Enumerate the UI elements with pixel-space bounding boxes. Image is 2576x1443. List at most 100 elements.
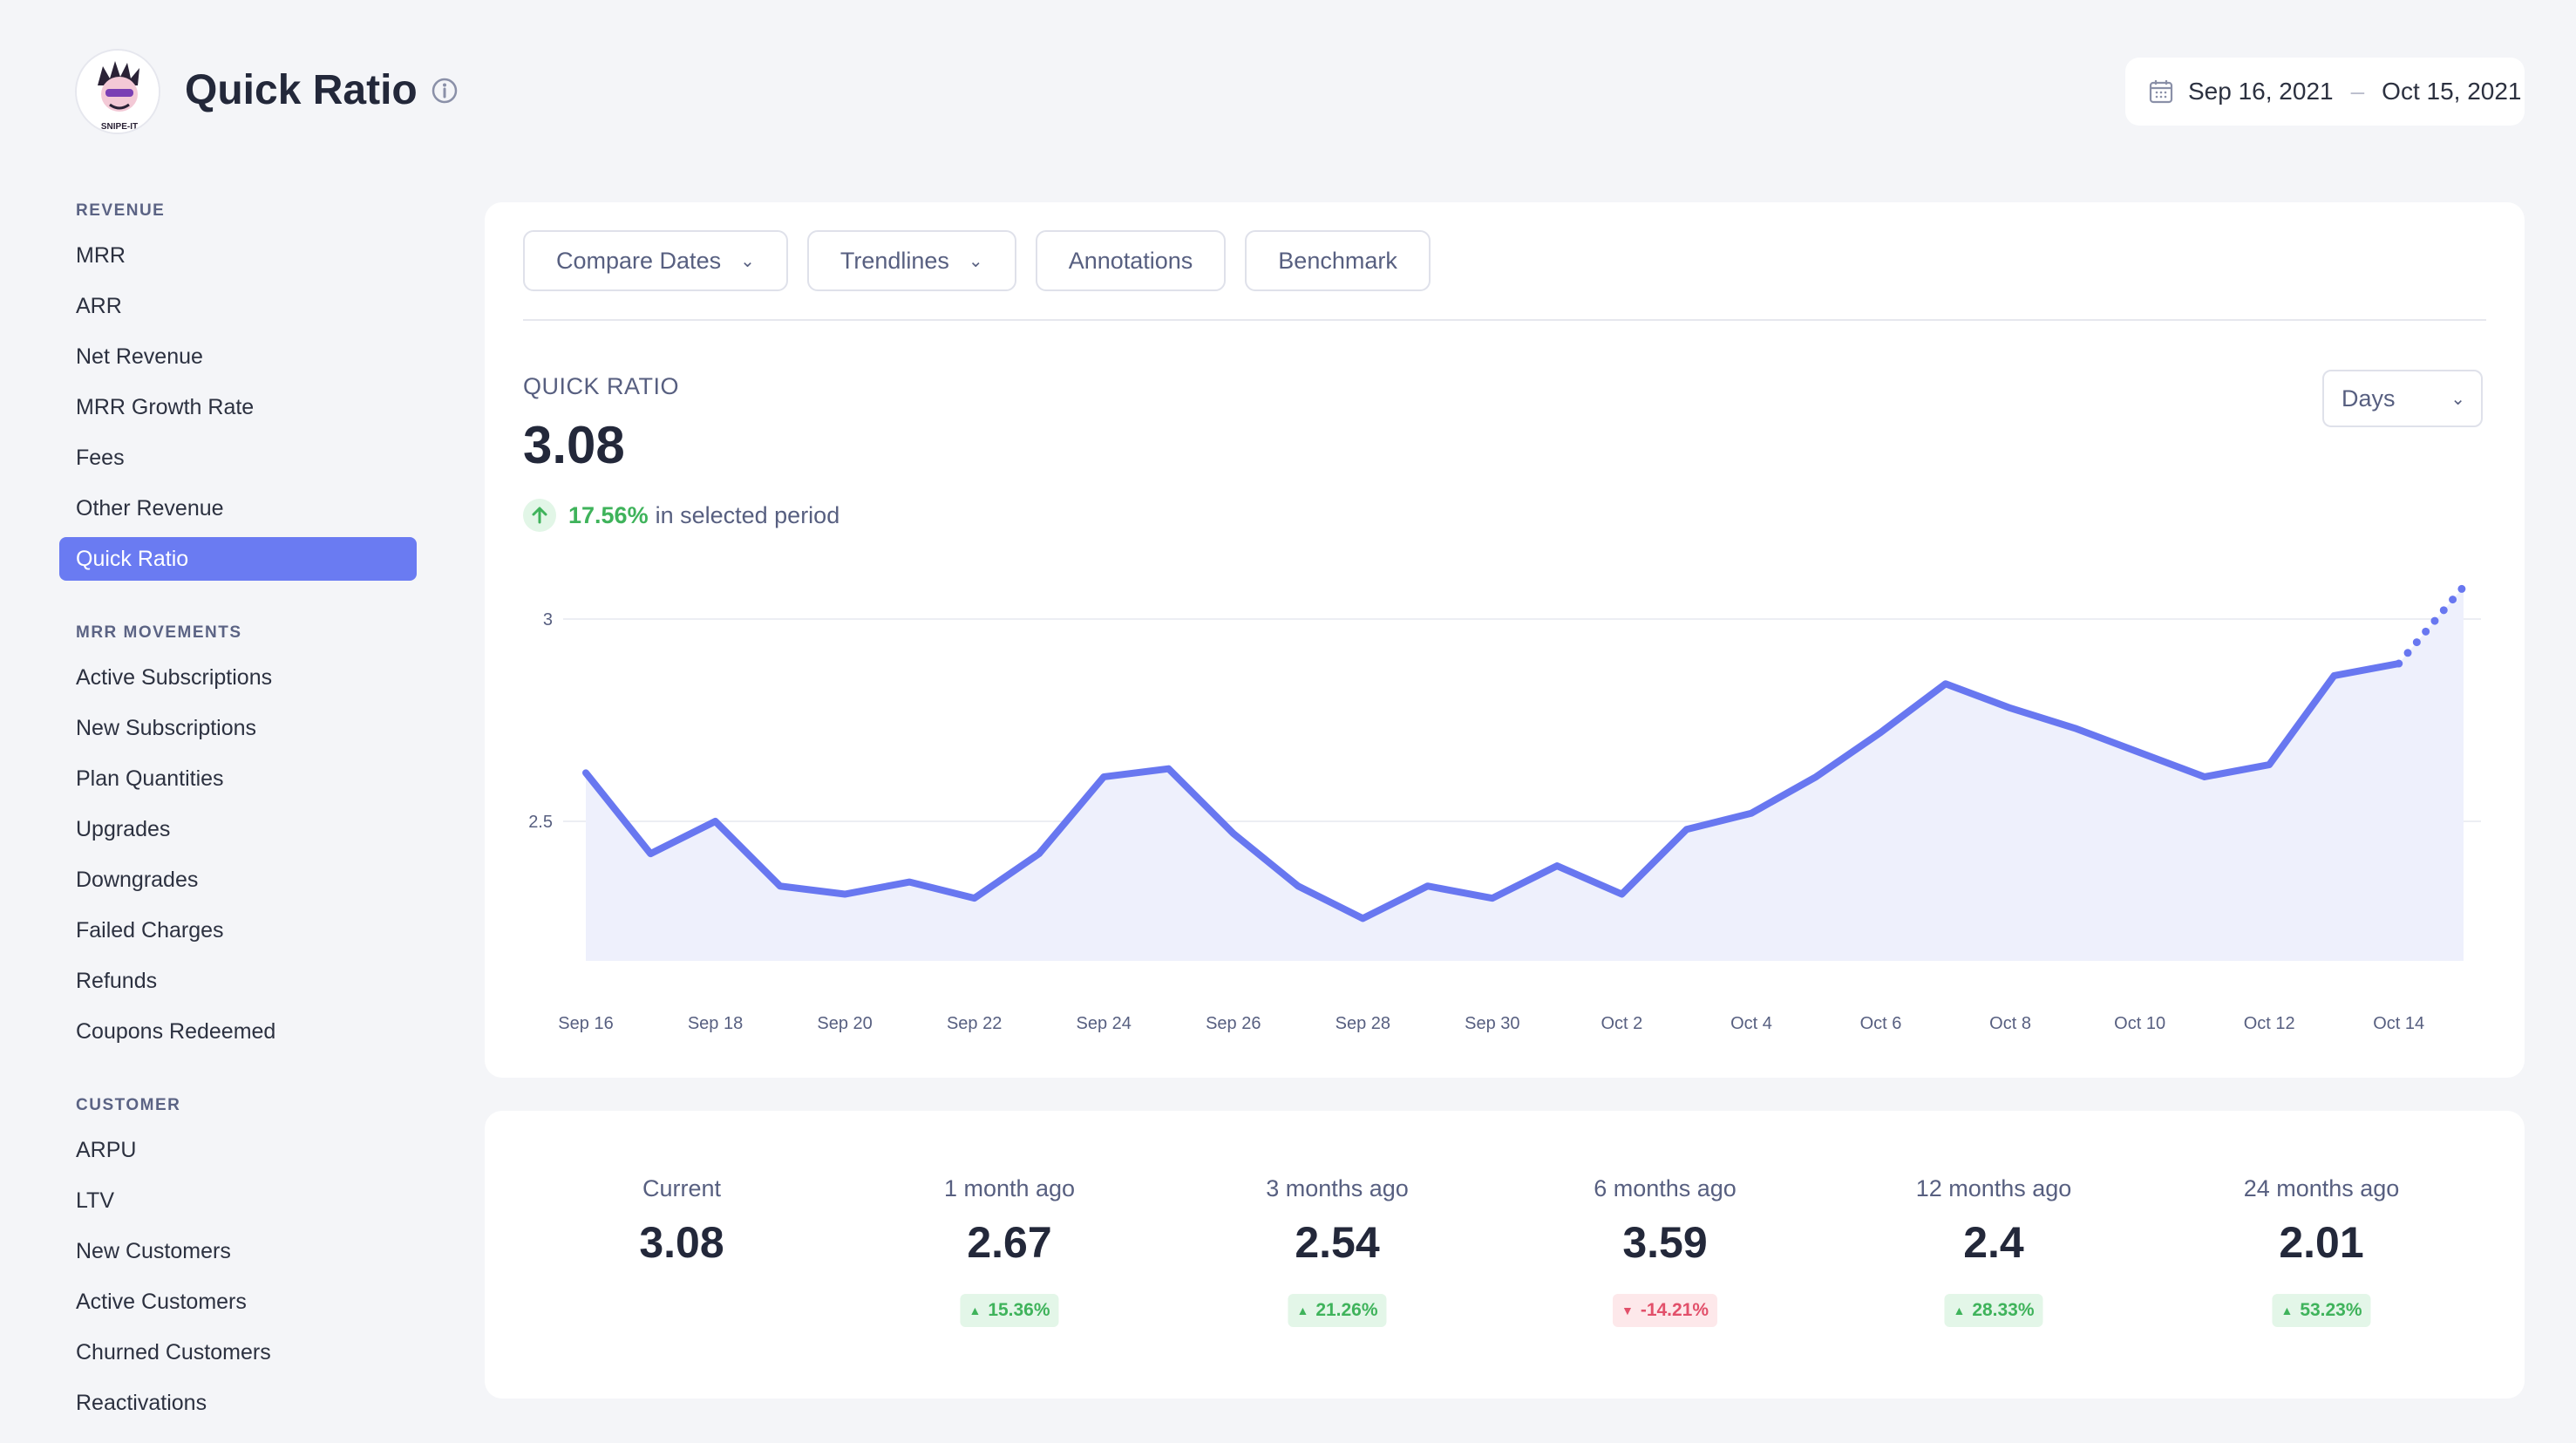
sidebar-nav: REVENUE MRR ARR Net Revenue MRR Growth Rate F… bbox=[59, 197, 417, 1432]
comparison-label: 24 months ago bbox=[2243, 1175, 2400, 1201]
sidebar-section-customer: CUSTOMER bbox=[76, 1096, 181, 1114]
y-tick-label: 2.5 bbox=[528, 813, 553, 832]
interval-select[interactable]: Days ⌄ bbox=[2322, 370, 2483, 427]
sidebar-item-ltv[interactable]: LTV bbox=[76, 1188, 114, 1213]
interval-value: Days bbox=[2342, 385, 2396, 412]
comparison-value: 2.4 bbox=[1963, 1218, 2024, 1267]
comparison-6-months-ago: 6 months ago 3.59 ▼ -14.21% bbox=[1501, 1111, 1829, 1399]
sidebar-item-plan-quantities[interactable]: Plan Quantities bbox=[76, 766, 224, 791]
change-text: in selected period bbox=[655, 501, 840, 528]
compare-dates-label: Compare Dates bbox=[556, 247, 722, 274]
annotations-button[interactable]: Annotations bbox=[1035, 230, 1227, 291]
x-tick-label: Sep 18 bbox=[688, 1014, 743, 1033]
triangle-down-icon: ▼ bbox=[1621, 1303, 1634, 1317]
company-logo: SNIPE-IT bbox=[75, 49, 160, 134]
x-tick-label: Oct 2 bbox=[1601, 1014, 1643, 1033]
sidebar-item-arr[interactable]: ARR bbox=[76, 294, 122, 318]
comparison-label: 6 months ago bbox=[1594, 1175, 1737, 1201]
area-fill bbox=[586, 586, 2464, 961]
sidebar-item-fees[interactable]: Fees bbox=[76, 446, 125, 470]
comparison-current: Current 3.08 bbox=[518, 1111, 846, 1399]
x-tick-label: Sep 30 bbox=[1465, 1014, 1519, 1033]
x-tick-label: Oct 6 bbox=[1860, 1014, 1902, 1033]
info-icon[interactable] bbox=[431, 77, 459, 105]
sidebar-item-active-subscriptions[interactable]: Active Subscriptions bbox=[76, 665, 273, 690]
x-tick-label: Sep 20 bbox=[817, 1014, 872, 1033]
sidebar-item-churned-customers[interactable]: Churned Customers bbox=[76, 1340, 271, 1365]
date-range-picker[interactable]: Sep 16, 2021 – Oct 15, 2021 bbox=[2125, 58, 2525, 126]
logo-avatar-icon: SNIPE-IT bbox=[77, 51, 159, 133]
date-end: Oct 15, 2021 bbox=[2382, 78, 2522, 105]
triangle-up-icon: ▲ bbox=[1296, 1303, 1309, 1317]
comparison-12-months-ago: 12 months ago 2.4 ▲ 28.33% bbox=[1830, 1111, 2158, 1399]
change-badge: ▲ 21.26% bbox=[1288, 1294, 1387, 1327]
triangle-up-icon: ▲ bbox=[1953, 1303, 1966, 1317]
logo-text: SNIPE-IT bbox=[101, 122, 138, 132]
date-separator: – bbox=[2350, 78, 2365, 105]
sidebar-section-mrr-movements: MRR MOVEMENTS bbox=[76, 623, 242, 642]
sidebar-item-downgrades[interactable]: Downgrades bbox=[76, 868, 199, 892]
sidebar-item-refunds[interactable]: Refunds bbox=[76, 969, 158, 993]
calendar-icon bbox=[2149, 80, 2173, 104]
sidebar-item-reactivations[interactable]: Reactivations bbox=[76, 1391, 207, 1415]
x-tick-label: Sep 28 bbox=[1336, 1014, 1390, 1033]
metric-label: QUICK RATIO bbox=[523, 373, 680, 399]
sidebar-item-new-subscriptions[interactable]: New Subscriptions bbox=[76, 716, 257, 740]
x-tick-label: Oct 4 bbox=[1730, 1014, 1772, 1033]
benchmark-button[interactable]: Benchmark bbox=[1245, 230, 1431, 291]
toolbar-divider bbox=[523, 319, 2486, 321]
sidebar-item-net-revenue[interactable]: Net Revenue bbox=[76, 344, 203, 369]
x-tick-label: Oct 10 bbox=[2114, 1014, 2165, 1033]
x-tick-label: Sep 24 bbox=[1077, 1014, 1132, 1033]
sidebar-item-other-revenue[interactable]: Other Revenue bbox=[76, 496, 224, 521]
x-tick-label: Sep 16 bbox=[558, 1014, 613, 1033]
change-value: -14.21% bbox=[1640, 1300, 1709, 1320]
quick-ratio-chart: 2.5 3 Sep 16 Sep 18 Sep 20 Sep 22 Sep 24 Sep 26… bbox=[528, 582, 2481, 1033]
y-tick-label: 3 bbox=[543, 610, 553, 630]
change-percent: 17.56% bbox=[568, 501, 649, 528]
chart-card: Compare Dates ⌄ Trendlines ⌄ Annotations… bbox=[485, 202, 2525, 1078]
sidebar-item-arpu[interactable]: ARPU bbox=[76, 1138, 137, 1162]
comparison-card: Current 3.08 1 month ago 2.67 ▲ 15.36% 3 month… bbox=[485, 1111, 2525, 1399]
sidebar-item-quick-ratio[interactable]: Quick Ratio bbox=[59, 537, 417, 581]
chart-toolbar: Compare Dates ⌄ Trendlines ⌄ Annotations… bbox=[523, 230, 1431, 291]
sidebar-item-active-customers[interactable]: Active Customers bbox=[76, 1290, 247, 1314]
series-line-partial bbox=[2395, 582, 2468, 668]
page-title: Quick Ratio bbox=[185, 67, 418, 113]
comparison-value: 3.08 bbox=[639, 1218, 724, 1267]
change-badge: ▼ -14.21% bbox=[1612, 1294, 1718, 1327]
triangle-up-icon: ▲ bbox=[2280, 1303, 2294, 1317]
sidebar-item-failed-charges[interactable]: Failed Charges bbox=[76, 918, 224, 943]
triangle-up-icon: ▲ bbox=[969, 1303, 982, 1317]
date-start: Sep 16, 2021 bbox=[2188, 78, 2334, 105]
trendlines-button[interactable]: Trendlines ⌄ bbox=[806, 230, 1016, 291]
trendlines-label: Trendlines bbox=[839, 247, 949, 274]
sidebar-section-revenue: REVENUE bbox=[76, 201, 166, 220]
comparison-3-months-ago: 3 months ago 2.54 ▲ 21.26% bbox=[1173, 1111, 1501, 1399]
x-tick-label: Oct 12 bbox=[2244, 1014, 2295, 1033]
section-spacer bbox=[59, 1060, 417, 1092]
comparison-1-month-ago: 1 month ago 2.67 ▲ 15.36% bbox=[846, 1111, 1173, 1399]
comparison-label: Current bbox=[642, 1175, 722, 1201]
sidebar-item-new-customers[interactable]: New Customers bbox=[76, 1239, 231, 1263]
change-badge: ▲ 53.23% bbox=[2272, 1294, 2371, 1327]
change-badge: ▲ 15.36% bbox=[960, 1294, 1059, 1327]
sidebar-item-coupons-redeemed[interactable]: Coupons Redeemed bbox=[76, 1019, 276, 1044]
comparison-value: 2.67 bbox=[967, 1218, 1052, 1267]
comparison-value: 3.59 bbox=[1622, 1218, 1708, 1267]
section-spacer bbox=[59, 588, 417, 619]
x-tick-label: Sep 26 bbox=[1206, 1014, 1261, 1033]
compare-dates-button[interactable]: Compare Dates ⌄ bbox=[523, 230, 788, 291]
change-badge: ▲ 28.33% bbox=[1944, 1294, 2043, 1327]
comparison-label: 12 months ago bbox=[1915, 1175, 2072, 1201]
sidebar-item-mrr[interactable]: MRR bbox=[76, 243, 126, 268]
chevron-down-icon: ⌄ bbox=[740, 251, 755, 271]
sidebar-item-mrr-growth-rate[interactable]: MRR Growth Rate bbox=[76, 395, 255, 419]
change-value: 15.36% bbox=[988, 1300, 1050, 1320]
x-tick-label: Oct 14 bbox=[2373, 1014, 2424, 1033]
comparison-24-months-ago: 24 months ago 2.01 ▲ 53.23% bbox=[2158, 1111, 2485, 1399]
sidebar-item-upgrades[interactable]: Upgrades bbox=[76, 817, 171, 841]
chevron-down-icon: ⌄ bbox=[2450, 389, 2465, 409]
comparison-label: 3 months ago bbox=[1266, 1175, 1409, 1201]
x-tick-label: Oct 8 bbox=[1989, 1014, 2031, 1033]
